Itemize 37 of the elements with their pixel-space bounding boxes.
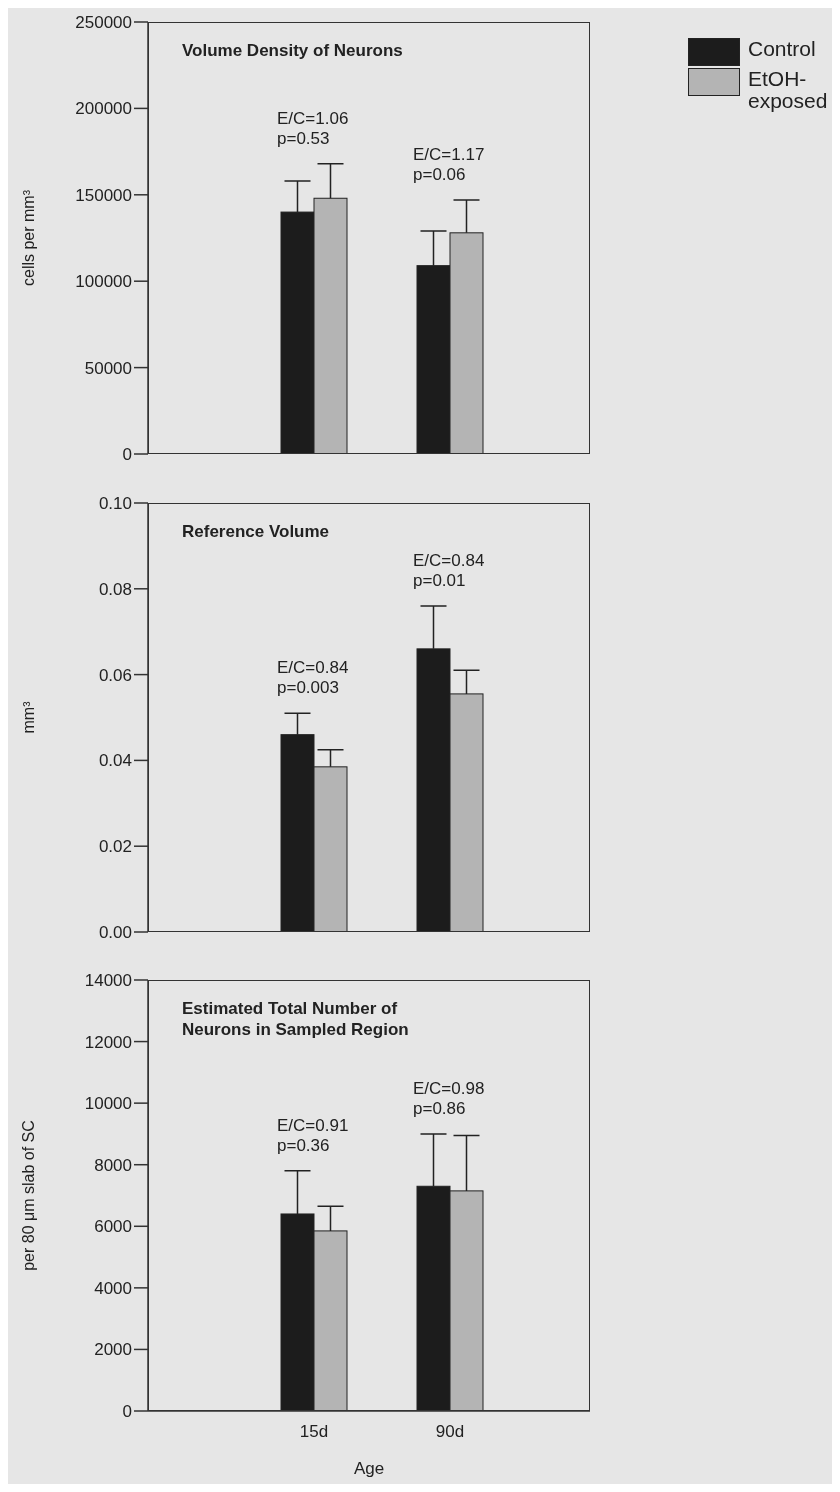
y-tick-label: 250000 xyxy=(75,13,132,33)
y-tick-label: 12000 xyxy=(84,1032,132,1052)
y-tick-label: 0.10 xyxy=(98,494,132,514)
y-tick-label: 2000 xyxy=(94,1340,132,1360)
annotation: E/C=0.91 p=0.36 xyxy=(277,1115,349,1155)
y-tick-label: 4000 xyxy=(94,1278,132,1298)
y-tick-label: 50000 xyxy=(84,358,132,378)
y-tick-label: 100000 xyxy=(75,272,132,292)
y-tick-label: 8000 xyxy=(94,1155,132,1175)
text: Reference Volume xyxy=(182,521,330,542)
y-tick-label: 0.06 xyxy=(98,665,132,685)
y-tick-label: 0 xyxy=(122,1402,132,1422)
y-tick-label: 10000 xyxy=(84,1094,132,1114)
x-tick-label: 15d xyxy=(299,1422,329,1442)
legend-label: EtOH-exposed xyxy=(748,67,829,112)
y-tick-label: 14000 xyxy=(84,971,132,991)
annotation: E/C=0.98 p=0.86 xyxy=(413,1078,485,1118)
y-axis-title: mm³ xyxy=(19,700,37,734)
y-axis-title: per 80 μm slab of SC xyxy=(19,1120,37,1271)
y-tick-label: 0.00 xyxy=(98,923,132,943)
x-axis-title: Age xyxy=(353,1459,385,1478)
annotation: E/C=1.17 p=0.06 xyxy=(413,144,485,184)
annotation: E/C=1.06 p=0.53 xyxy=(277,108,349,148)
y-tick-label: 0.04 xyxy=(98,751,132,771)
text: Estimated Total Number of Neurons in Sampled Region xyxy=(182,998,410,1040)
y-tick-label: 0.08 xyxy=(98,579,132,599)
y-tick-label: 150000 xyxy=(75,185,132,205)
y-tick-label: 0.02 xyxy=(98,837,132,857)
annotation: E/C=0.84 p=0.003 xyxy=(277,658,349,698)
x-tick-label: 90d xyxy=(435,1422,465,1442)
annotation: E/C=0.84 p=0.01 xyxy=(413,550,485,590)
text: Volume Density of Neurons xyxy=(182,40,403,61)
y-tick-label: 200000 xyxy=(75,99,132,119)
legend-label: Control xyxy=(748,37,817,60)
y-tick-label: 6000 xyxy=(94,1217,132,1237)
y-axis-title: cells per mm³ xyxy=(19,189,37,287)
y-tick-label: 0 xyxy=(122,445,132,465)
